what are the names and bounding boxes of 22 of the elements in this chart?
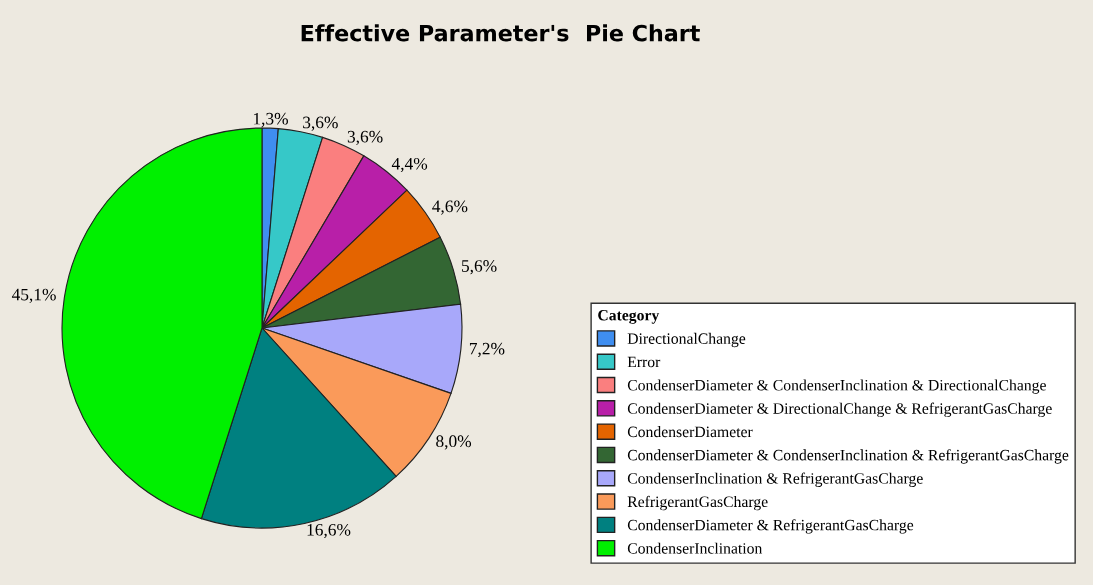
data-label: 4,6%	[432, 200, 468, 215]
data-label: 5,6%	[462, 260, 497, 275]
data-label: 1,3%	[253, 112, 288, 128]
legend-label: CondenserInclination & RefrigerantGasCharge	[627, 472, 923, 487]
legend-label: CondenserDiameter	[627, 426, 753, 438]
legend-title: Category	[598, 309, 660, 324]
legend-label: CondenserDiameter & DirectionalChange & RefrigerantGasCharge	[627, 402, 1052, 418]
data-label: 4,4%	[391, 157, 428, 173]
legend-label: Error	[627, 356, 661, 368]
chart-title: Effective Parameter's Pie Chart	[301, 24, 700, 42]
legend-label: CondenserDiameter & RefrigerantGasCharge	[627, 519, 914, 534]
data-label: 8,0%	[436, 435, 472, 450]
data-label: 3,6%	[347, 130, 383, 145]
legend-label: CondenserInclination	[627, 542, 763, 554]
legend-label: CondenserDiameter & CondenserInclination & RefrigerantGasCharge	[627, 449, 1069, 464]
data-label: 3,6%	[303, 116, 338, 131]
legend-label: DirectionalChange	[627, 332, 746, 348]
legend-label: CondenserDiameter & CondenserInclination & DirectionalChange	[627, 379, 1046, 394]
data-label: 45,1%	[11, 288, 56, 303]
data-label: 7,2%	[469, 342, 505, 358]
data-label: 16,6%	[307, 523, 351, 539]
legend-label: RefrigerantGasCharge	[627, 495, 768, 511]
